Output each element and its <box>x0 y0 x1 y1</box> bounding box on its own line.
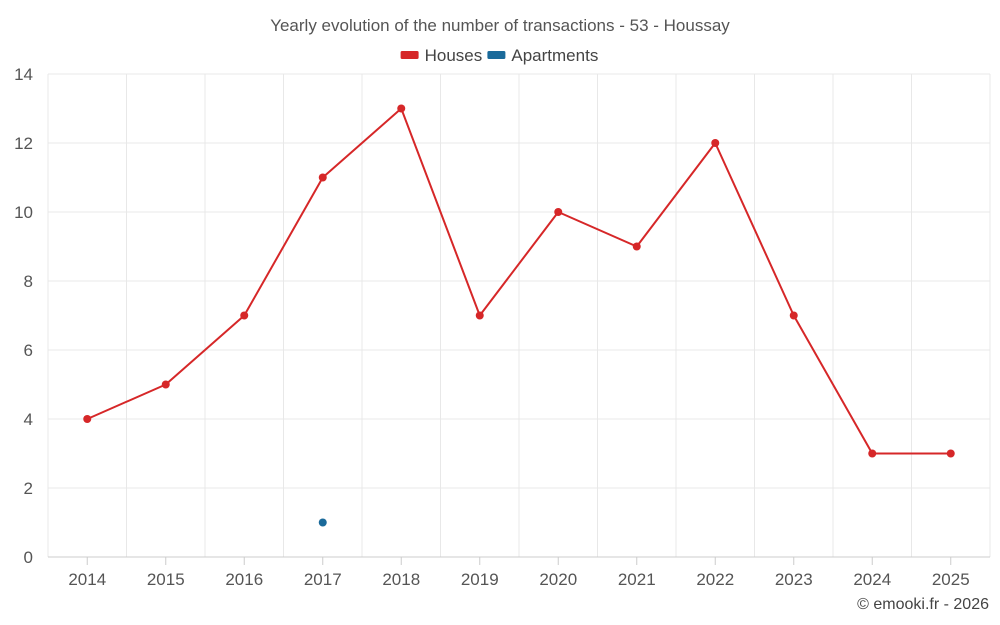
data-point-houses[interactable] <box>711 139 720 147</box>
x-tick-label: 2025 <box>932 570 970 589</box>
x-tick-label: 2021 <box>618 570 656 589</box>
series-houses <box>83 104 955 458</box>
y-axis: 0 2 4 6 8 10 12 14 <box>14 65 33 567</box>
x-tick-label: 2017 <box>304 570 342 589</box>
x-tick-label: 2014 <box>68 570 106 589</box>
data-point-houses[interactable] <box>161 380 170 389</box>
x-tick-label: 2015 <box>147 570 185 589</box>
series-layer <box>83 104 955 527</box>
legend-item-apartments[interactable]: Apartments <box>487 46 598 65</box>
data-point-houses[interactable] <box>83 415 92 423</box>
data-point-houses[interactable] <box>397 104 406 113</box>
y-tick-label: 14 <box>14 65 33 84</box>
x-tick-label: 2016 <box>225 570 263 589</box>
legend-swatch <box>487 51 506 59</box>
data-point-houses[interactable] <box>475 311 484 320</box>
x-tick-label: 2023 <box>775 570 813 589</box>
y-tick-label: 10 <box>14 203 33 222</box>
data-point-houses[interactable] <box>632 242 641 251</box>
data-point-houses[interactable] <box>946 449 955 458</box>
x-axis: 2014 2015 2016 2017 2018 2019 2020 2021 2022 2023… <box>48 556 990 589</box>
legend-label: Apartments <box>511 46 598 65</box>
legend-item-houses[interactable]: Houses <box>400 46 483 65</box>
x-tick-label: 2019 <box>461 570 499 589</box>
y-tick-label: 6 <box>24 341 33 360</box>
data-point-houses[interactable] <box>789 311 798 320</box>
y-tick-label: 2 <box>24 479 33 498</box>
data-point-houses[interactable] <box>240 311 249 320</box>
x-tick-label: 2022 <box>696 570 734 589</box>
legend: Houses Apartments <box>400 46 598 65</box>
x-tick-label: 2018 <box>382 570 420 589</box>
series-apartments <box>318 518 327 527</box>
credit-text: © emooki.fr - 2026 <box>857 596 989 613</box>
y-tick-label: 4 <box>24 410 33 429</box>
legend-label: Houses <box>425 46 483 65</box>
legend-swatch <box>400 51 419 59</box>
data-point-houses[interactable] <box>318 173 327 182</box>
data-point-houses[interactable] <box>868 449 877 458</box>
y-tick-label: 8 <box>24 272 33 291</box>
data-point-houses[interactable] <box>554 208 563 216</box>
x-tick-label: 2020 <box>539 570 577 589</box>
chart-title: Yearly evolution of the number of transa… <box>270 16 730 35</box>
x-tick-label: 2024 <box>853 570 891 589</box>
series-line-houses <box>86 107 951 455</box>
grid <box>47 73 991 557</box>
y-tick-label: 0 <box>24 548 33 567</box>
data-point-apartments[interactable] <box>318 518 327 527</box>
y-tick-label: 12 <box>14 134 33 153</box>
